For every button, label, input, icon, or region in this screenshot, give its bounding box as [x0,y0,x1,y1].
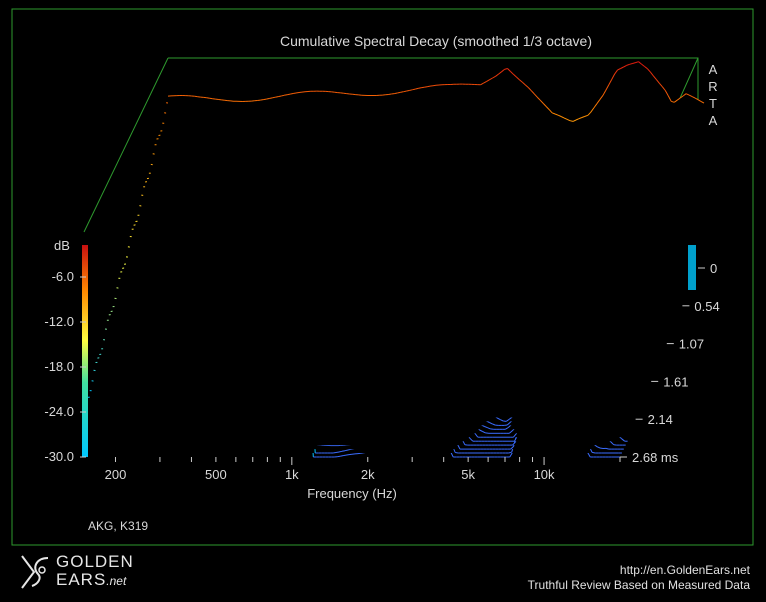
slice-segment [592,451,596,454]
slice-segment [338,450,343,453]
slice-segment [479,429,483,432]
slice-segment [499,419,504,422]
slice-segment [340,455,344,457]
slice-segment [506,422,511,426]
slice-segment [505,427,509,430]
waterfall-slices [83,61,705,458]
slice-segment [621,438,626,442]
slice-segment [335,451,340,453]
slice-segment [508,451,512,454]
slice-segment [345,454,350,456]
slice-segment [341,450,346,452]
slice-segment [474,432,479,438]
slice-segment [596,446,601,449]
slice-segment [489,422,493,425]
slice-segment [505,418,510,422]
slice-segment [513,433,517,438]
slice-segment [347,448,352,451]
slice-segment [482,431,486,434]
slice-segment [510,446,514,450]
slice-segment [610,441,615,446]
slice-segment [455,452,459,454]
slice-segment [496,417,501,421]
slice-segment [508,416,513,420]
slice-segment [605,447,610,450]
slice-segment [344,449,349,452]
slice-segment [337,455,341,458]
slice-segment [492,423,496,426]
slice-segment [512,441,516,446]
slice-segment [487,427,491,430]
slice-segment [343,454,347,457]
slice-segment [509,430,513,434]
slice-segment [469,437,474,442]
slice-segment [333,452,337,454]
slice-segment [484,426,488,429]
slice-segment [599,447,604,449]
